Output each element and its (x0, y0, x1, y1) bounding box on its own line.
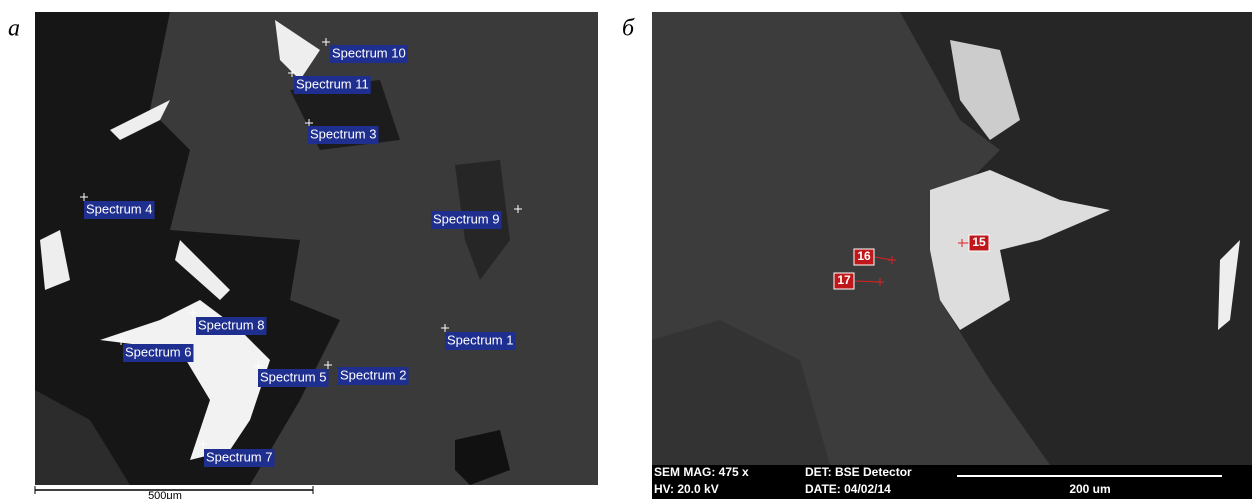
info-det: DET: BSE Detector (805, 465, 912, 479)
spectrum-label: Spectrum 10 (332, 45, 406, 60)
point-label: 15 (972, 235, 986, 249)
spectrum-label: Spectrum 2 (340, 367, 406, 382)
spectrum-label: Spectrum 7 (206, 449, 272, 464)
figure: а б Spectrum 10 Spectrum 11 Spectrum 3 Spec… (0, 0, 1254, 499)
info-hv: HV: 20.0 kV (654, 482, 719, 496)
info-mag: SEM MAG: 475 x (654, 465, 749, 479)
spectrum-label: Spectrum 8 (198, 317, 264, 332)
spectrum-label: Spectrum 3 (310, 126, 376, 141)
spectrum-label: Spectrum 1 (447, 332, 513, 347)
point-label: 16 (857, 249, 871, 263)
spectrum-label: Spectrum 6 (125, 344, 191, 359)
spectrum-label: Spectrum 4 (86, 201, 152, 216)
panel-label: а (8, 16, 20, 42)
point-label: 17 (837, 273, 851, 287)
scale-label: 500μm (148, 490, 182, 499)
sem-image-b (652, 12, 1252, 465)
spectrum-label: Spectrum 11 (296, 76, 369, 91)
spectrum-label: Spectrum 9 (433, 211, 499, 226)
panel-label: б (622, 16, 635, 42)
spectrum-label: Spectrum 5 (260, 369, 326, 384)
info-date: DATE: 04/02/14 (805, 482, 891, 496)
info-scale: 200 um (1069, 482, 1110, 496)
